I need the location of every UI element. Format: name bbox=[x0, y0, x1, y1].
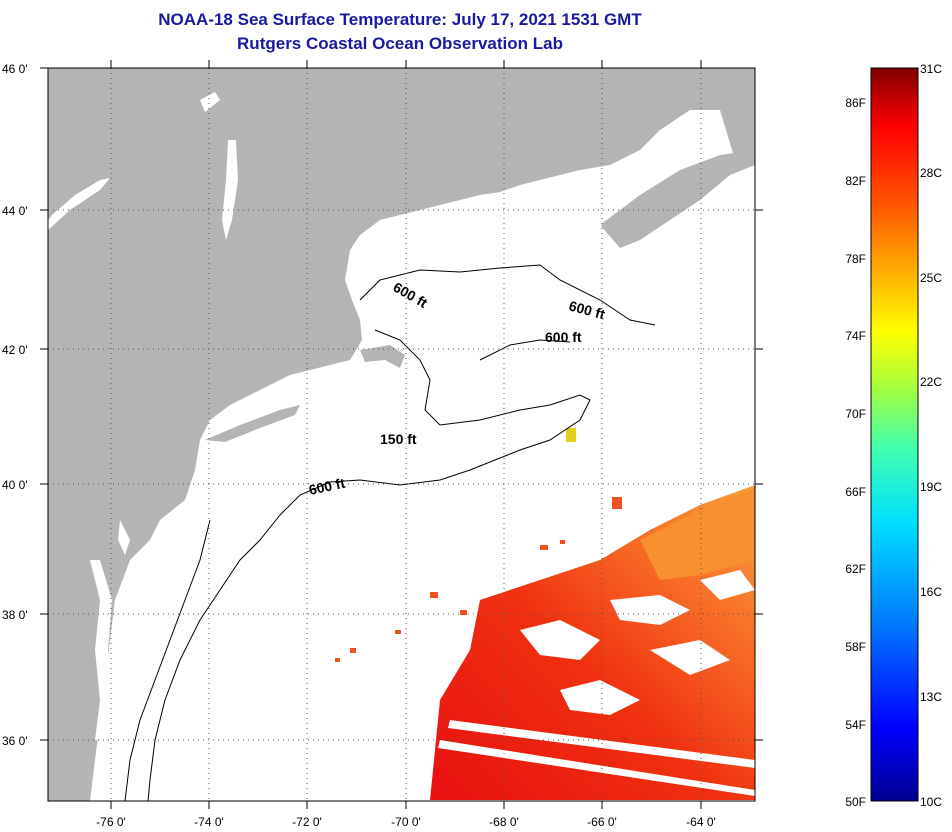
lake-small bbox=[200, 92, 220, 112]
latitude-labels: 46 0' 44 0' 42 0' 40 0' 38 0' 36 0' bbox=[2, 62, 28, 748]
cbar-f-66: 66F bbox=[845, 485, 866, 499]
delaware-bay bbox=[118, 520, 130, 555]
cbar-c-25: 25C bbox=[920, 271, 942, 285]
bathymetry-contours bbox=[124, 264, 656, 801]
lat-label-42: 42 0' bbox=[2, 343, 28, 357]
colorbar bbox=[870, 67, 919, 802]
cbar-f-58: 58F bbox=[845, 640, 866, 654]
contour-label-5: 600 ft bbox=[307, 475, 346, 498]
colorbar-celsius-labels: 31C 28C 25C 22C 19C 16C 13C 10C bbox=[920, 62, 942, 809]
chesapeake-bay bbox=[90, 560, 112, 740]
map-ticks bbox=[40, 60, 763, 809]
cbar-f-62: 62F bbox=[845, 562, 866, 576]
lat-label-38: 38 0' bbox=[2, 608, 28, 622]
bay-of-fundy bbox=[580, 150, 660, 200]
lake-champlain bbox=[222, 140, 238, 240]
colorbar-fahrenheit-labels: 86F 82F 78F 74F 70F 66F 62F 58F 54F 50F bbox=[845, 96, 866, 809]
landmass-nova-scotia bbox=[600, 150, 755, 248]
lake-ontario bbox=[48, 178, 110, 230]
landmass-long-island bbox=[205, 405, 300, 442]
lat-label-40: 40 0' bbox=[2, 478, 28, 492]
map-title: NOAA-18 Sea Surface Temperature: July 17… bbox=[158, 10, 642, 29]
lon-label-74: -74 0' bbox=[194, 815, 224, 829]
cloud-gaps bbox=[438, 570, 755, 796]
cbar-f-82: 82F bbox=[845, 174, 866, 188]
cbar-c-22: 22C bbox=[920, 375, 942, 389]
map-subtitle: Rutgers Coastal Ocean Observation Lab bbox=[237, 34, 563, 53]
contour-label-3: 600 ft bbox=[545, 329, 582, 345]
lat-label-46: 46 0' bbox=[2, 62, 28, 76]
lon-label-64: -64 0' bbox=[686, 815, 716, 829]
sst-specks bbox=[335, 497, 622, 662]
lat-label-44: 44 0' bbox=[2, 204, 28, 218]
cbar-f-70: 70F bbox=[845, 407, 866, 421]
landmass-mainland bbox=[48, 68, 755, 801]
sst-patch-north bbox=[640, 488, 755, 580]
cbar-c-13: 13C bbox=[920, 690, 942, 704]
sst-speck-yellow bbox=[566, 428, 576, 442]
gulf-of-maine bbox=[358, 185, 610, 290]
cbar-c-31: 31C bbox=[920, 62, 942, 76]
cbar-f-74: 74F bbox=[845, 329, 866, 343]
cbar-f-86: 86F bbox=[845, 96, 866, 110]
lon-label-70: -70 0' bbox=[391, 815, 421, 829]
lon-label-66: -66 0' bbox=[587, 815, 617, 829]
cbar-c-10: 10C bbox=[920, 795, 942, 809]
contour-labels: 600 ft 600 ft 600 ft 150 ft 600 ft bbox=[307, 279, 607, 498]
longitude-labels: -76 0' -74 0' -72 0' -70 0' -68 0' -66 0… bbox=[96, 815, 716, 829]
lon-label-76: -76 0' bbox=[96, 815, 126, 829]
cbar-f-78: 78F bbox=[845, 252, 866, 266]
cbar-c-28: 28C bbox=[920, 166, 942, 180]
contour-label-4: 150 ft bbox=[380, 431, 417, 447]
cbar-c-16: 16C bbox=[920, 585, 942, 599]
lat-label-36: 36 0' bbox=[2, 734, 28, 748]
lon-label-72: -72 0' bbox=[292, 815, 322, 829]
cbar-f-54: 54F bbox=[845, 718, 866, 732]
map-grid bbox=[48, 68, 755, 801]
lon-label-68: -68 0' bbox=[489, 815, 519, 829]
landmass-cape-cod bbox=[360, 345, 405, 368]
cbar-c-19: 19C bbox=[920, 480, 942, 494]
cbar-f-50: 50F bbox=[845, 795, 866, 809]
